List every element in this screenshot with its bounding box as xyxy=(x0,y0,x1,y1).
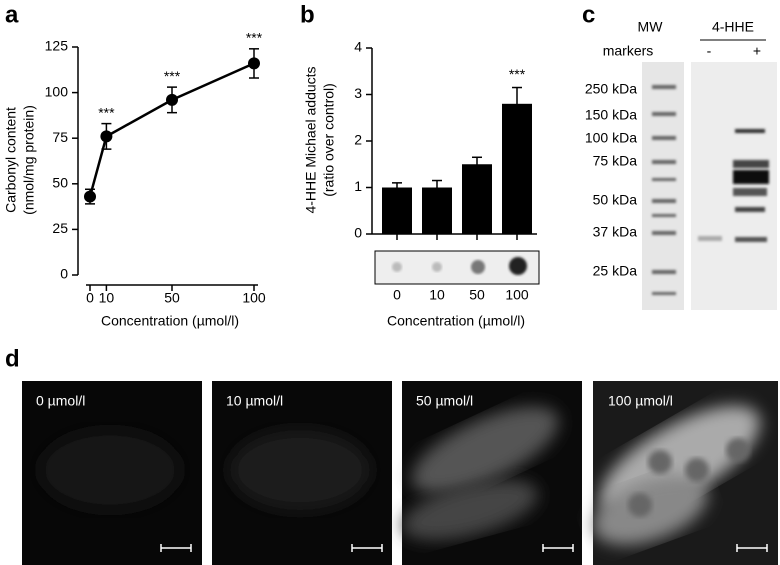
western-blot xyxy=(642,39,777,310)
y-tick-label: 75 xyxy=(52,129,68,145)
dot-blot xyxy=(374,250,540,285)
data-point xyxy=(166,93,178,106)
mw-label: 50 kDa xyxy=(593,192,638,208)
y-tick-label: 0 xyxy=(354,225,362,241)
x-tick-label: 10 xyxy=(429,287,445,303)
bar xyxy=(382,187,412,234)
bar xyxy=(462,164,492,234)
bar xyxy=(502,103,532,234)
lane-label: - xyxy=(707,43,712,59)
micrograph-label: 100 µmol/l xyxy=(608,393,673,409)
x-tick-label: 50 xyxy=(469,287,485,303)
y-axis-label: 4-HHE Michael adducts xyxy=(303,66,319,213)
significance-label: *** xyxy=(98,104,115,120)
y-tick-label: 4 xyxy=(354,39,362,55)
x-tick-label: 0 xyxy=(393,287,401,303)
x-tick-label: 100 xyxy=(505,287,529,303)
y-tick-label: 3 xyxy=(354,85,362,101)
micrograph-label: 50 µmol/l xyxy=(416,393,473,409)
panel-label: b xyxy=(300,1,315,28)
mw-label: 150 kDa xyxy=(585,107,637,123)
mw-label: 25 kDa xyxy=(593,263,638,279)
x-tick-label: 50 xyxy=(164,290,180,306)
y-tick-label: 100 xyxy=(45,83,69,99)
y-tick-label: 25 xyxy=(52,220,68,236)
y-tick-label: 125 xyxy=(45,38,69,54)
lane-label: + xyxy=(753,43,761,59)
significance-label: *** xyxy=(509,66,526,82)
y-tick-label: 2 xyxy=(354,132,362,148)
mw-label: 250 kDa xyxy=(585,81,637,97)
bar xyxy=(422,187,452,234)
data-line xyxy=(88,62,255,197)
micrograph-label: 10 µmol/l xyxy=(226,393,283,409)
blot-header: MW xyxy=(638,19,664,35)
y-axis-label: Carbonyl content xyxy=(3,107,19,213)
mw-label: 100 kDa xyxy=(585,130,637,146)
panel-label: c xyxy=(582,1,595,28)
data-point xyxy=(84,190,96,203)
panel-label: d xyxy=(5,345,20,372)
data-point xyxy=(100,130,113,143)
panel-label: a xyxy=(5,1,19,28)
y-tick-label: 1 xyxy=(354,178,362,194)
micrograph-label: 0 µmol/l xyxy=(36,393,85,409)
mw-label: 37 kDa xyxy=(593,224,638,240)
y-tick-label: 0 xyxy=(60,266,68,282)
y-axis-label: (nmol/mg protein) xyxy=(21,105,37,215)
blot-header: 4-HHE xyxy=(712,19,754,35)
data-point xyxy=(248,57,260,70)
significance-label: *** xyxy=(246,30,263,46)
y-tick-label: 50 xyxy=(52,175,68,191)
micrographs xyxy=(22,381,778,565)
x-tick-label: 0 xyxy=(86,290,94,306)
blot-header: markers xyxy=(603,43,654,59)
mw-label: 75 kDa xyxy=(593,153,638,169)
x-tick-label: 100 xyxy=(242,290,266,306)
x-axis-label: Concentration (µmol/l) xyxy=(101,313,239,329)
x-tick-label: 10 xyxy=(99,290,115,306)
x-axis-label: Concentration (µmol/l) xyxy=(387,313,525,329)
significance-label: *** xyxy=(164,68,181,84)
y-axis-label: (ratio over control) xyxy=(321,83,337,197)
